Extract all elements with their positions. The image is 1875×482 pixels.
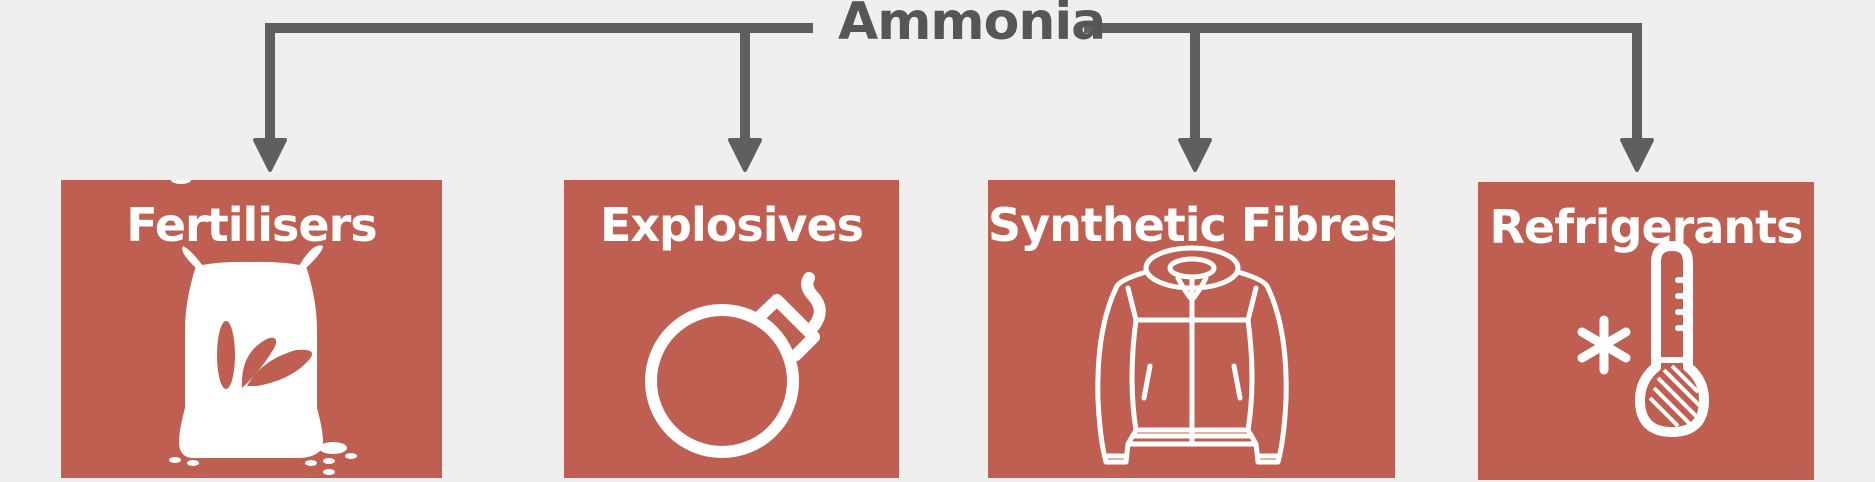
connector-left — [265, 23, 813, 140]
bomb-icon — [645, 272, 826, 458]
connector-right — [1084, 23, 1642, 140]
arrow-synthetic-fibres — [1178, 138, 1212, 172]
card-label-synthetic-fibres: Synthetic Fibres — [988, 198, 1397, 252]
arrow-refrigerants — [1620, 138, 1654, 172]
arrow-explosives — [728, 138, 762, 172]
card-label-refrigerants: Refrigerants — [1489, 200, 1803, 254]
snowflake-thermometer-icon — [1577, 241, 1709, 437]
card-synthetic-fibres: Synthetic Fibres — [988, 180, 1397, 478]
fertiliser-sack-icon — [169, 180, 357, 475]
root-label-ammonia: Ammonia — [838, 0, 1106, 52]
arrow-fertilisers — [253, 138, 287, 172]
card-label-fertilisers: Fertilisers — [126, 198, 377, 252]
card-explosives: Explosives — [564, 180, 899, 478]
card-label-explosives: Explosives — [599, 198, 864, 252]
thermometer-icon — [1635, 241, 1709, 437]
card-refrigerants: Refrigerants — [1478, 182, 1814, 480]
card-fertilisers: Fertilisers — [61, 180, 442, 478]
jacket-icon — [1095, 245, 1289, 465]
